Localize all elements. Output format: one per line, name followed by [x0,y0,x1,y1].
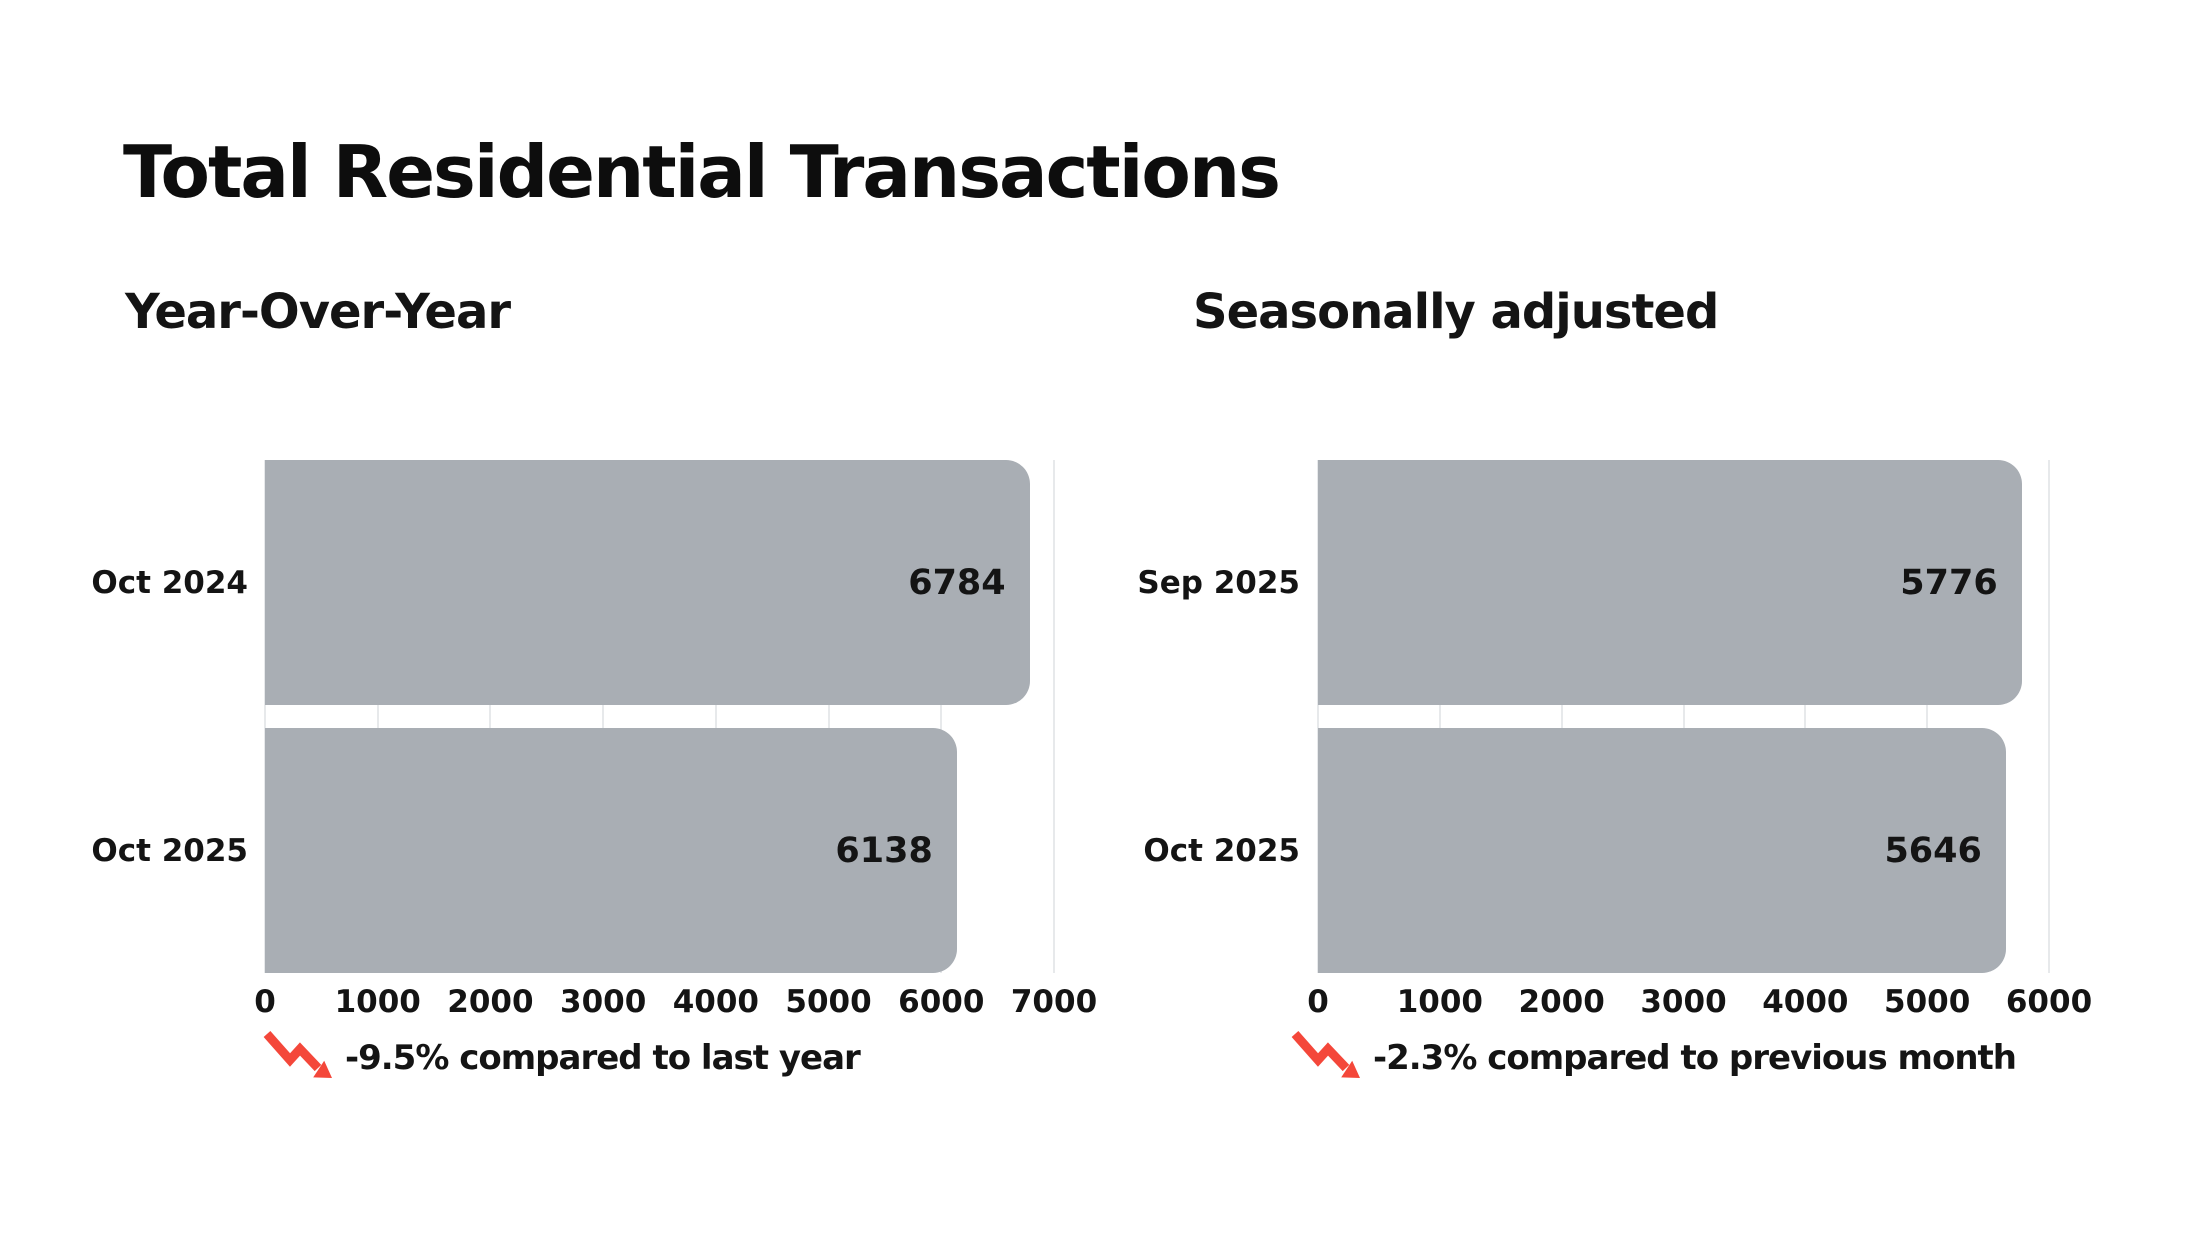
gridline [376,460,379,973]
bar-value-label: 6784 [908,562,1006,603]
trend-down-icon [263,1031,332,1078]
x-tick-label: 6000 [2005,984,2093,1020]
x-tick-label: 4000 [672,984,759,1020]
x-tick-label: 5000 [785,984,872,1020]
category-label: Oct 2024 [91,564,248,601]
bar-oct-2024: 6784 [265,460,1030,705]
plot-area: 6784 6138 [264,460,1055,973]
bar-oct-2025: 5646 [1318,728,2006,973]
x-tick-label: 4000 [1762,984,1849,1020]
x-tick-label: 1000 [334,984,421,1020]
gridline [714,460,717,973]
x-tick-label: 3000 [560,984,647,1020]
gridline [940,460,943,973]
bar-value-label: 6138 [835,830,933,871]
x-tick-label: 2000 [1518,984,1605,1020]
x-tick-label: 0 [254,984,276,1020]
x-tick-label: 0 [1307,984,1329,1020]
chart-subtitle: Seasonally adjusted [1193,284,1719,340]
x-tick-label: 5000 [1884,984,1971,1020]
x-axis: 0 1000 2000 3000 4000 5000 6000 7000 [254,984,1097,1028]
gridline [1438,460,1441,973]
category-label: Oct 2025 [1143,832,1300,869]
bar-sep-2025: 5776 [1318,460,2022,705]
annotation-text: -2.3% compared to previous month [1373,1038,2017,1078]
category-label: Sep 2025 [1137,564,1300,601]
gridline [827,460,830,973]
gridline [1317,460,1319,973]
gridline [1804,460,1807,973]
x-tick-label: 6000 [898,984,985,1020]
gridline [1682,460,1685,973]
change-annotation: -9.5% compared to last year [262,1030,861,1086]
trend-down-icon [1291,1031,1360,1078]
category-label: Oct 2025 [91,832,248,869]
x-tick-label: 3000 [1640,984,1727,1020]
gridline [489,460,492,973]
gridline [1560,460,1563,973]
bar-value-label: 5776 [1900,562,1998,603]
change-annotation: -2.3% compared to previous month [1290,1030,2017,1086]
annotation-text: -9.5% compared to last year [345,1038,861,1078]
gridline [2048,460,2050,973]
plot-area: 5776 5646 [1317,460,2050,973]
x-tick-label: 7000 [1010,984,1098,1020]
page-title: Total Residential Transactions [123,130,1281,214]
gridline [264,460,266,973]
gridline [602,460,605,973]
x-tick-label: 2000 [447,984,534,1020]
row-labels: Oct 2024 Oct 2025 [40,460,248,973]
bar-oct-2025: 6138 [265,728,957,973]
gridline [1053,460,1055,973]
x-axis: 0 1000 2000 3000 4000 5000 6000 [1307,984,2092,1028]
gridline [1926,460,1929,973]
x-tick-label: 1000 [1396,984,1483,1020]
bar-value-label: 5646 [1884,830,1982,871]
chart-subtitle: Year-Over-Year [125,284,511,340]
row-labels: Sep 2025 Oct 2025 [1062,460,1300,973]
